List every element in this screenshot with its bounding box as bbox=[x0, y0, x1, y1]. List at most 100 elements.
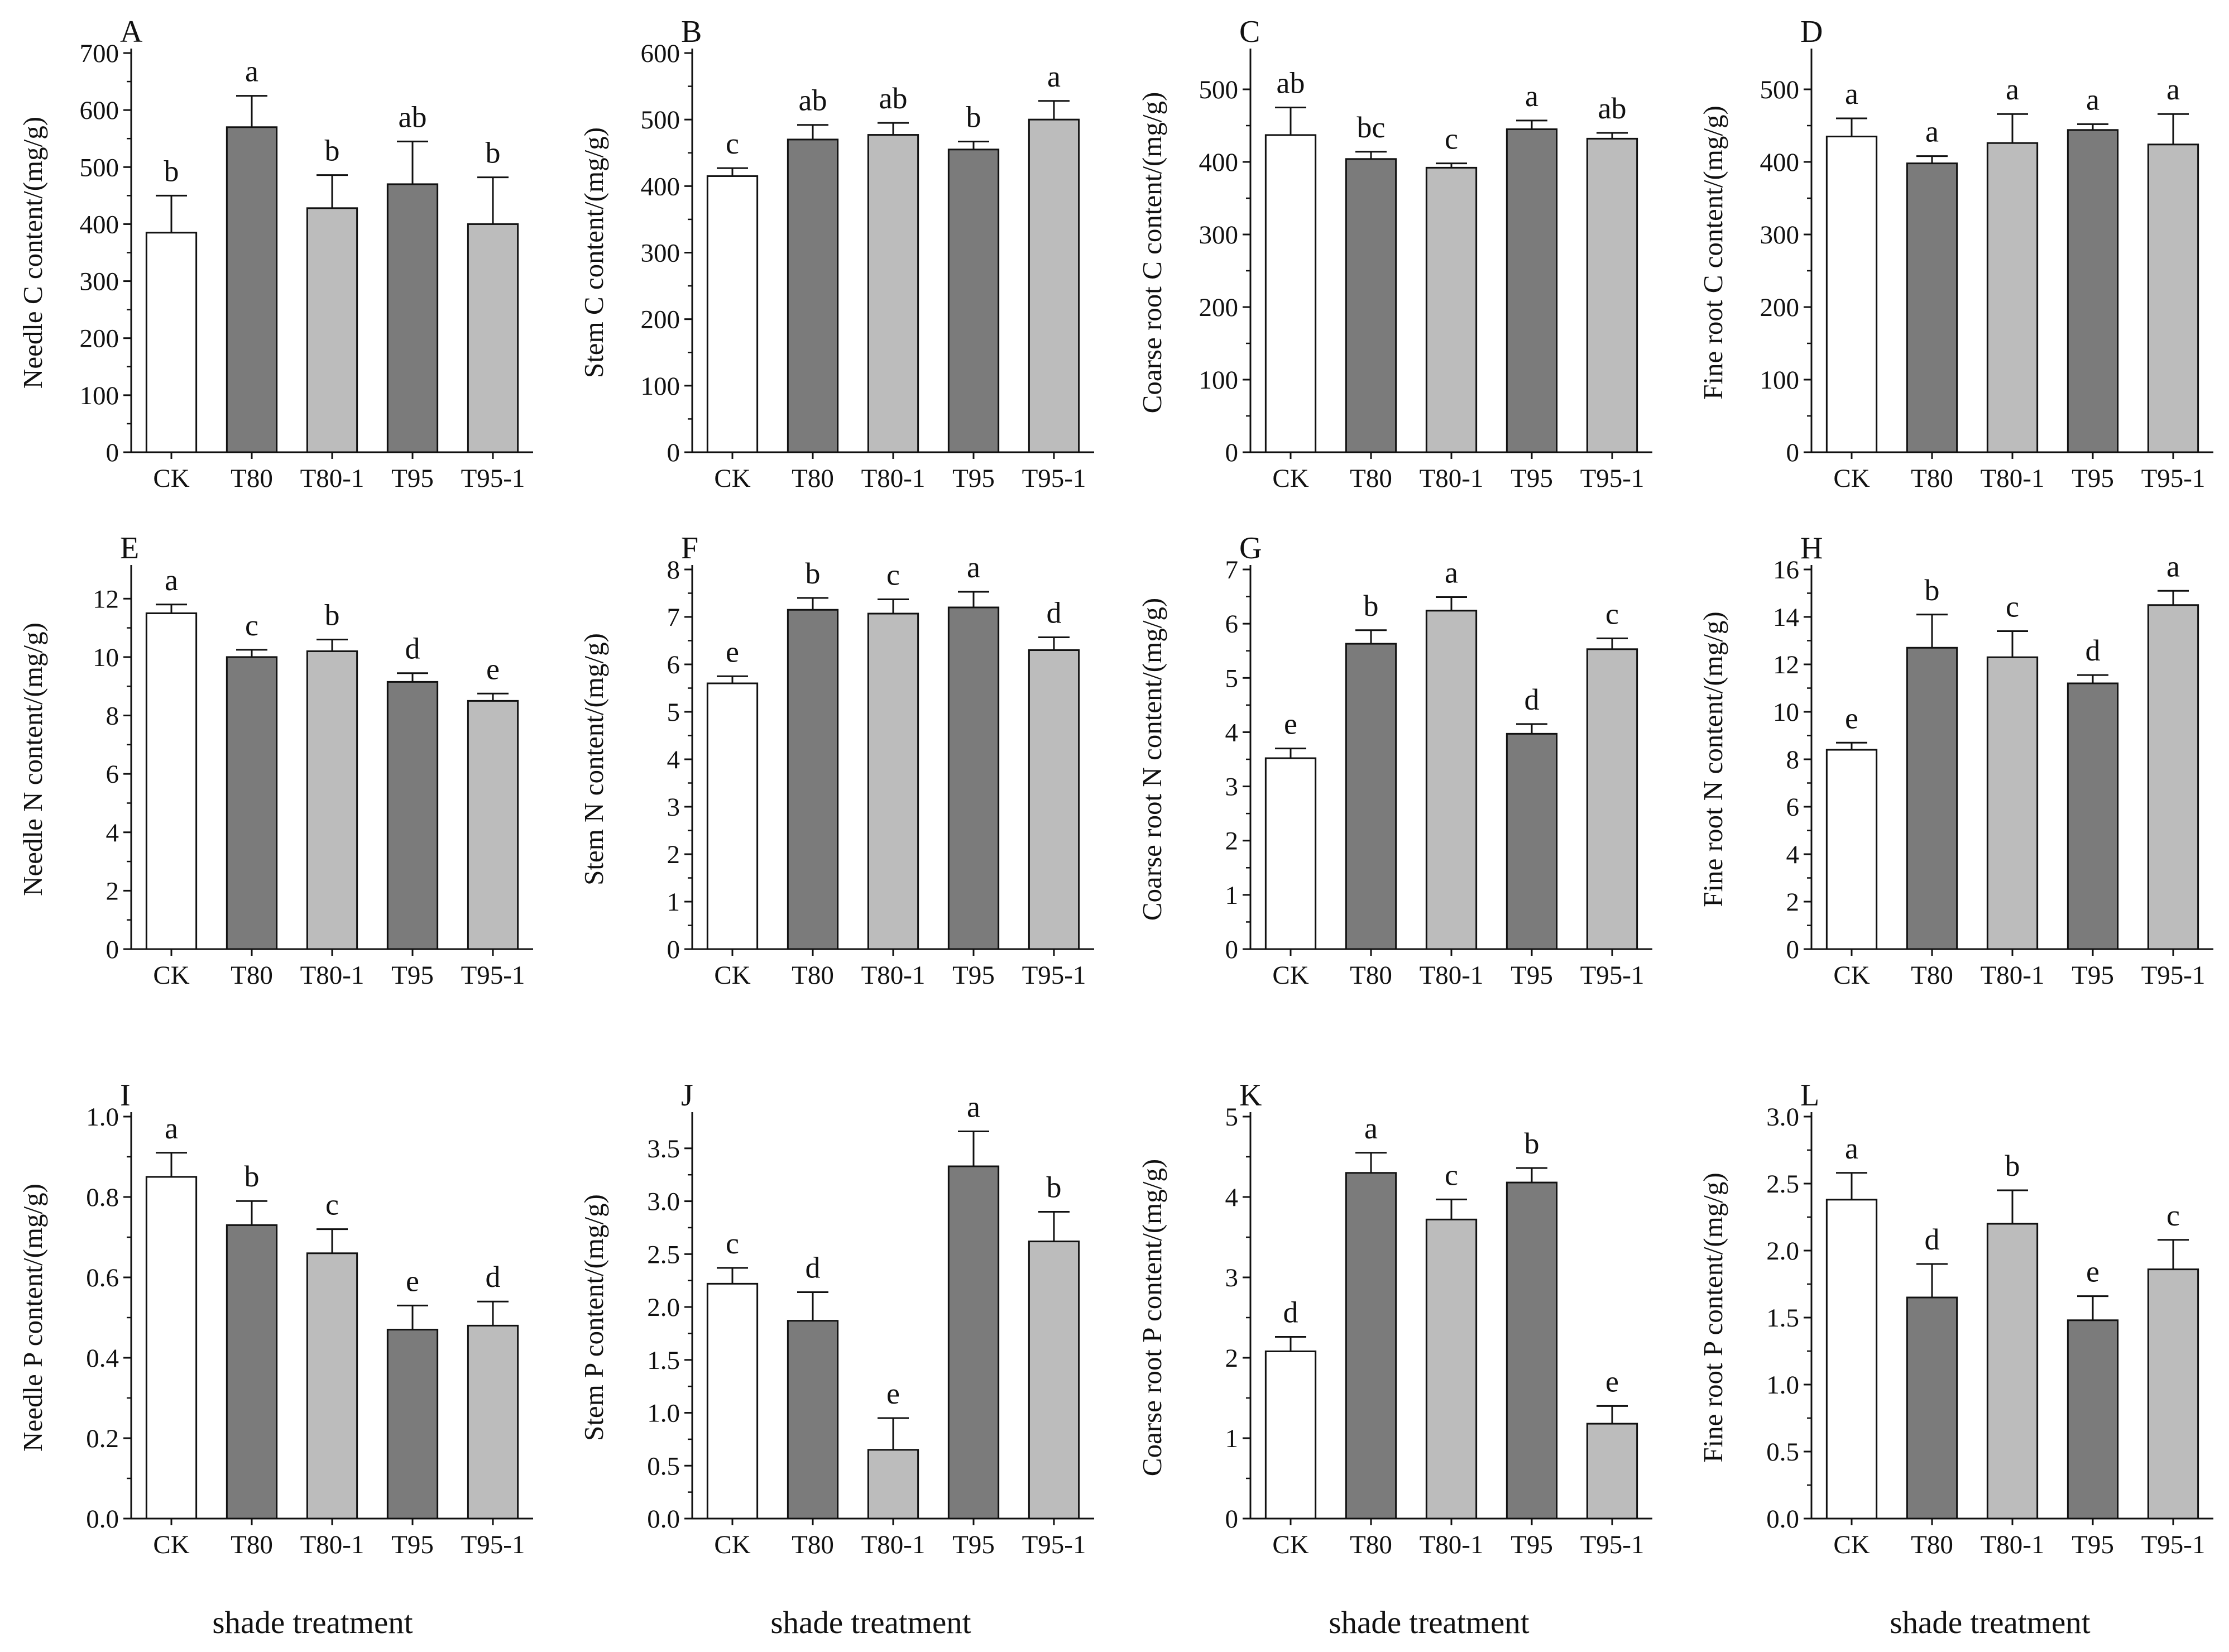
y-tick-label: 100 bbox=[1199, 366, 1239, 395]
significance-letter: a bbox=[1925, 115, 1939, 149]
significance-letter: c bbox=[325, 1188, 339, 1222]
bar-t80 bbox=[1345, 1172, 1397, 1520]
y-tick-label: 12 bbox=[93, 585, 119, 614]
significance-letter: e bbox=[1284, 707, 1297, 741]
panel-letter: E bbox=[120, 531, 139, 566]
x-tick-label: T95 bbox=[391, 961, 434, 990]
x-tick-label: T95-1 bbox=[1022, 961, 1086, 990]
significance-letter: b bbox=[1364, 589, 1379, 623]
bar-t80 bbox=[1906, 1296, 1958, 1520]
y-tick-label: 600 bbox=[641, 39, 680, 68]
significance-letter: c bbox=[2006, 590, 2019, 624]
x-tick-label: T95-1 bbox=[1580, 1530, 1645, 1559]
significance-letter: a bbox=[245, 55, 258, 88]
y-tick-label: 2 bbox=[667, 840, 680, 869]
panel-letter: I bbox=[120, 1078, 131, 1113]
significance-letter: bc bbox=[1357, 111, 1386, 144]
x-tick-label: CK bbox=[714, 1530, 750, 1559]
y-tick-label: 0 bbox=[106, 438, 119, 467]
y-tick-label: 0 bbox=[1225, 438, 1239, 467]
y-tick-label: 1.5 bbox=[647, 1346, 680, 1375]
panel-g: G Coarse root N content/(mg/g) 0 1 2 3 4 5 6 7 e CK… bbox=[1137, 531, 1652, 990]
bar-t95 bbox=[947, 1165, 1000, 1520]
x-tick-label: T95 bbox=[952, 1530, 995, 1559]
x-tick-label: CK bbox=[153, 1530, 189, 1559]
y-tick-label: 5 bbox=[1225, 1103, 1239, 1132]
significance-letter: b bbox=[2005, 1149, 2020, 1182]
bar-t80 bbox=[787, 138, 839, 453]
y-tick-label: 1 bbox=[1225, 1424, 1239, 1453]
x-tick-label: T95-1 bbox=[461, 1530, 525, 1559]
x-tick-label: T95 bbox=[952, 961, 995, 990]
x-axis-title: shade treatment bbox=[1890, 1605, 2090, 1640]
bar-t80-1 bbox=[867, 612, 919, 950]
significance-letter: a bbox=[2006, 73, 2019, 106]
y-tick-label: 1.0 bbox=[647, 1399, 680, 1428]
bar-t95 bbox=[1506, 732, 1558, 950]
y-tick-label: 0 bbox=[667, 935, 680, 964]
bar-ck bbox=[1264, 134, 1317, 453]
x-tick-label: CK bbox=[1833, 1530, 1870, 1559]
x-tick-label: T80 bbox=[231, 961, 273, 990]
y-axis-title: Coarse root N content/(mg/g) bbox=[1137, 598, 1167, 921]
x-tick-label: CK bbox=[153, 464, 189, 493]
bar-t95-1 bbox=[2147, 143, 2199, 453]
significance-letter: a bbox=[1845, 77, 1858, 111]
panel-letter: B bbox=[681, 15, 702, 49]
bar-t95 bbox=[1506, 128, 1558, 453]
significance-letter: e bbox=[1845, 701, 1858, 735]
x-tick-label: T80-1 bbox=[861, 1530, 926, 1559]
bar-ck bbox=[145, 232, 198, 453]
y-tick-label: 2.5 bbox=[647, 1240, 680, 1269]
significance-letter: c bbox=[886, 558, 900, 592]
x-tick-label: T95 bbox=[952, 464, 995, 493]
significance-letter: d bbox=[806, 1251, 821, 1285]
y-tick-label: 6 bbox=[1786, 793, 1800, 822]
x-tick-label: T80-1 bbox=[1981, 961, 2045, 990]
significance-letter: a bbox=[2166, 549, 2180, 583]
bar-ck bbox=[145, 1176, 198, 1520]
significance-letter: c bbox=[726, 127, 739, 160]
y-tick-label: 1 bbox=[667, 888, 680, 917]
x-tick-label: T80 bbox=[792, 961, 834, 990]
y-tick-label: 4 bbox=[1225, 1183, 1239, 1212]
x-tick-label: T80-1 bbox=[861, 961, 926, 990]
panel-f: F Stem N content/(mg/g) 0 1 2 3 4 5 6 7 8 e CK b T80 c T… bbox=[578, 531, 1094, 990]
significance-letter: c bbox=[245, 609, 258, 642]
y-tick-label: 400 bbox=[641, 172, 680, 201]
y-axis-title: Coarse root P content/(mg/g) bbox=[1137, 1159, 1167, 1476]
y-tick-label: 200 bbox=[80, 324, 119, 353]
x-tick-label: CK bbox=[1833, 464, 1870, 493]
significance-letter: b bbox=[486, 136, 501, 170]
significance-letter: c bbox=[1605, 597, 1619, 630]
x-axis-title: shade treatment bbox=[212, 1605, 413, 1640]
x-tick-label: T95 bbox=[2072, 464, 2114, 493]
y-axis-title: Needle N content/(mg/g) bbox=[17, 623, 48, 896]
x-tick-label: CK bbox=[1272, 1530, 1308, 1559]
y-tick-label: 2 bbox=[1225, 1344, 1239, 1373]
bar-t80 bbox=[1345, 643, 1397, 950]
x-tick-label: T80-1 bbox=[300, 464, 365, 493]
significance-letter: a bbox=[967, 1090, 980, 1124]
panel-letter: D bbox=[1800, 15, 1823, 49]
bar-t95 bbox=[1506, 1181, 1558, 1520]
x-tick-label: T95-1 bbox=[461, 961, 525, 990]
x-tick-label: CK bbox=[714, 464, 750, 493]
bar-t80 bbox=[787, 1320, 839, 1520]
bar-t80-1 bbox=[867, 134, 919, 453]
bar-t95-1 bbox=[467, 223, 519, 453]
x-tick-label: T80-1 bbox=[861, 464, 926, 493]
bar-ck bbox=[1264, 757, 1317, 950]
significance-letter: c bbox=[1445, 1158, 1458, 1191]
bar-t95-1 bbox=[1028, 118, 1080, 453]
y-tick-label: 10 bbox=[1773, 698, 1799, 727]
x-axis-title: shade treatment bbox=[770, 1605, 971, 1640]
y-tick-label: 300 bbox=[80, 267, 119, 296]
bar-t80-1 bbox=[1986, 1223, 2039, 1520]
significance-letter: ab bbox=[1277, 66, 1305, 100]
x-tick-label: T95 bbox=[1511, 1530, 1553, 1559]
significance-letter: b bbox=[1925, 573, 1940, 607]
x-tick-label: T80 bbox=[1350, 464, 1392, 493]
significance-letter: d bbox=[405, 632, 420, 665]
y-tick-label: 2 bbox=[1786, 888, 1800, 917]
